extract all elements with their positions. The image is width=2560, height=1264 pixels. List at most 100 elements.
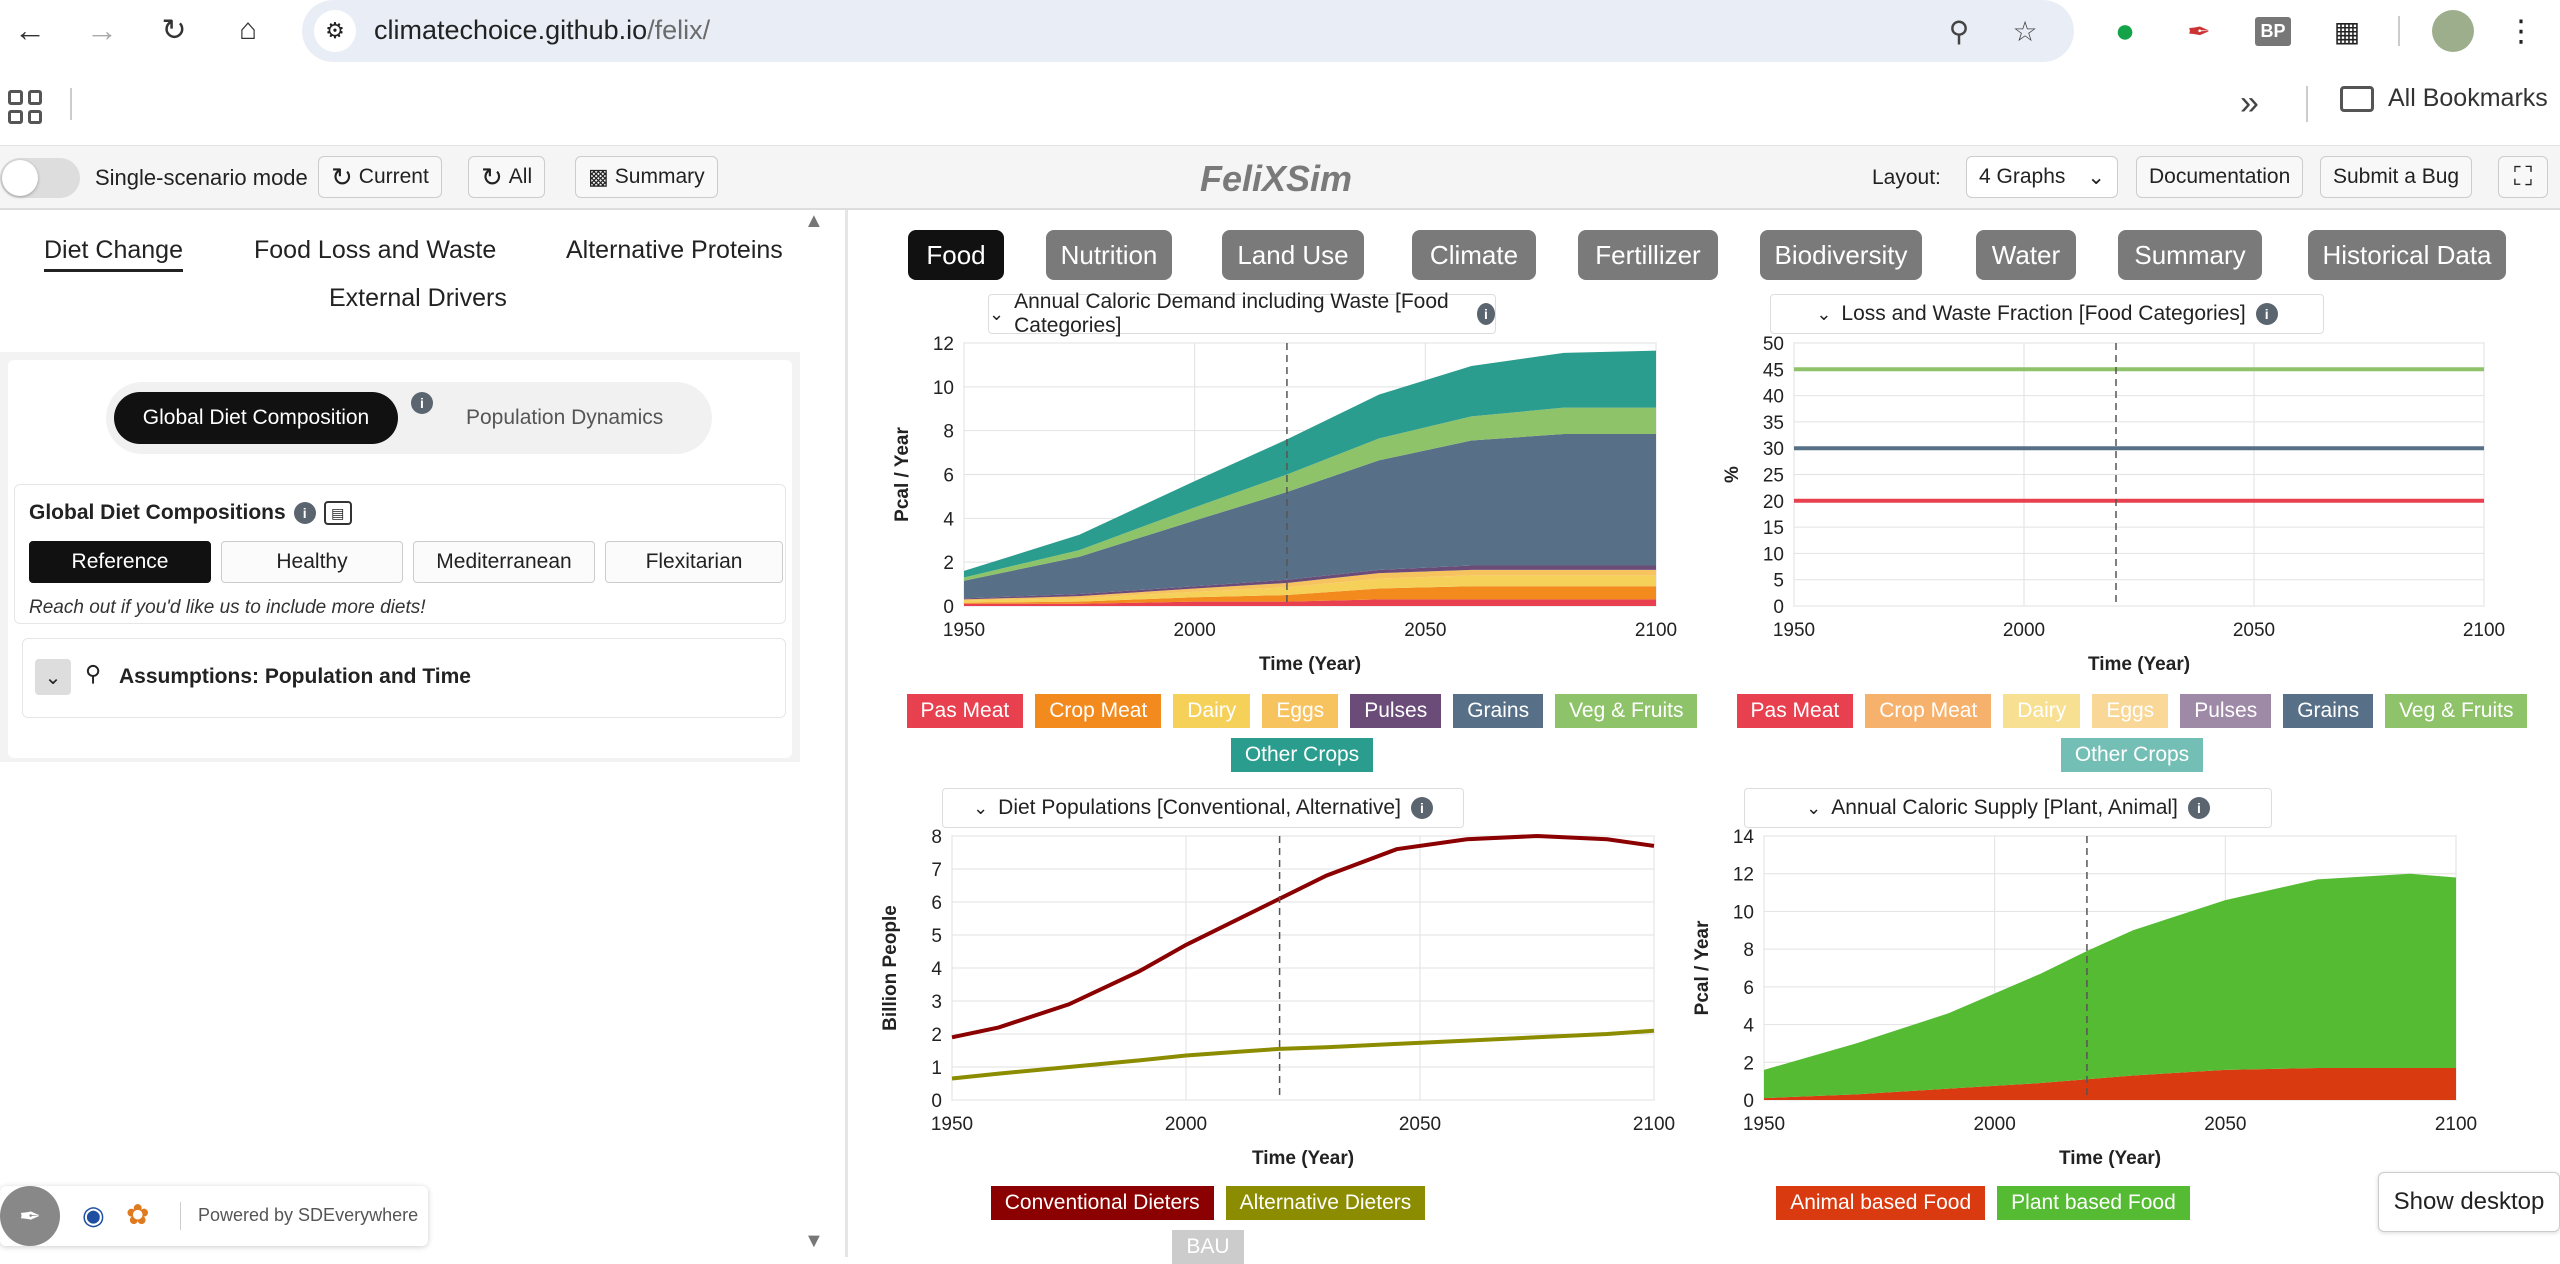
y-axis-label: Pcal / Year bbox=[892, 427, 913, 522]
legend-item[interactable]: Veg & Fruits bbox=[1555, 694, 1698, 728]
legend-item[interactable]: Pulses bbox=[2180, 694, 2272, 728]
submit-bug-button[interactable]: Submit a Bug bbox=[2320, 156, 2473, 198]
seg-global-diet[interactable]: Global Diet Composition bbox=[114, 392, 398, 444]
tab-external-drivers[interactable]: External Drivers bbox=[329, 284, 507, 312]
y-tick-label: 25 bbox=[1763, 466, 1784, 487]
area-series bbox=[1764, 1067, 2456, 1100]
info-icon[interactable]: i bbox=[411, 392, 433, 414]
assumptions-accordion[interactable]: ⌄ ⚲ Assumptions: Population and Time bbox=[22, 638, 786, 718]
legend-item[interactable]: Veg & Fruits bbox=[2385, 694, 2528, 728]
legend-item[interactable]: Crop Meat bbox=[1865, 694, 1992, 728]
tab-water[interactable]: Water bbox=[1976, 230, 2076, 280]
profile-avatar[interactable] bbox=[2432, 10, 2474, 52]
legend-item[interactable]: BAU bbox=[1172, 1230, 1244, 1264]
bp-extension-icon[interactable]: BP bbox=[2252, 10, 2294, 52]
tab-summary[interactable]: Summary bbox=[2118, 230, 2262, 280]
legend-item[interactable]: Pas Meat bbox=[906, 694, 1024, 728]
scroll-down-arrow[interactable]: ▼ bbox=[804, 1230, 824, 1252]
segmented-control: Global Diet Composition i Population Dyn… bbox=[106, 382, 712, 454]
legend-item[interactable]: Grains bbox=[2283, 694, 2374, 728]
legend-item[interactable]: Grains bbox=[1453, 694, 1544, 728]
y-tick-label: 15 bbox=[1763, 518, 1784, 539]
graph-4-header[interactable]: ⌄ Annual Caloric Supply [Plant, Animal] … bbox=[1744, 788, 2272, 828]
x-tick-label: 2000 bbox=[1174, 620, 1216, 641]
reset-all-button[interactable]: ↻ All bbox=[468, 156, 546, 198]
graph-3-header[interactable]: ⌄ Diet Populations [Conventional, Altern… bbox=[942, 788, 1464, 828]
info-icon[interactable]: i bbox=[2187, 797, 2210, 819]
info-icon[interactable]: i bbox=[1476, 303, 1495, 325]
graph-1-header[interactable]: ⌄ Annual Caloric Demand including Waste … bbox=[988, 290, 1496, 337]
legend-item[interactable]: Dairy bbox=[2003, 694, 2081, 728]
legend-item[interactable]: Crop Meat bbox=[1035, 694, 1162, 728]
legend-item[interactable]: Other Crops bbox=[2060, 738, 2204, 772]
fullscreen-button[interactable]: ⛶ bbox=[2498, 156, 2548, 198]
tab-fertillizer[interactable]: Fertillizer bbox=[1578, 230, 1718, 280]
diet-healthy-button[interactable]: Healthy bbox=[221, 541, 403, 583]
site-settings-icon[interactable]: ⚙ bbox=[314, 10, 356, 52]
address-bar[interactable]: ⚙ climatechoice.github.io/felix/ ⚲ ☆ bbox=[302, 0, 2074, 62]
tab-food-loss-waste[interactable]: Food Loss and Waste bbox=[254, 236, 497, 264]
legend-item[interactable]: Animal based Food bbox=[1776, 1186, 1986, 1220]
fullscreen-icon: ⛶ bbox=[2513, 161, 2533, 191]
summary-button[interactable]: ▩ Summary bbox=[575, 156, 718, 198]
scroll-up-arrow[interactable]: ▲ bbox=[804, 210, 824, 232]
legend-item[interactable]: Plant based Food bbox=[1997, 1186, 2190, 1220]
diet-reference-button[interactable]: Reference bbox=[29, 541, 211, 583]
star-icon[interactable]: ☆ bbox=[2012, 15, 2038, 47]
all-bookmarks-label: All Bookmarks bbox=[2388, 84, 2548, 112]
reload-icon[interactable]: ↻ bbox=[161, 13, 187, 47]
url-text[interactable]: climatechoice.github.io/felix/ bbox=[374, 15, 710, 46]
book-icon[interactable]: ▤ bbox=[323, 501, 352, 525]
zoom-icon[interactable]: ⚲ bbox=[1948, 15, 1970, 47]
forward-icon[interactable]: → bbox=[86, 11, 118, 48]
document-icon: ▩ bbox=[588, 164, 609, 189]
legend-item[interactable]: Eggs bbox=[1262, 694, 1339, 728]
legend-item[interactable]: Eggs bbox=[2092, 694, 2169, 728]
pen-icon[interactable]: ✒ bbox=[0, 1186, 60, 1246]
x-axis-label: Time (Year) bbox=[1252, 1148, 1354, 1169]
layout-select[interactable]: 4 Graphs ⌄ bbox=[1966, 156, 2118, 198]
powered-by-badge[interactable]: ✒ ◉ ✿ Powered by SDEverywhere bbox=[0, 1186, 428, 1246]
bookmarks-overflow-icon[interactable]: » bbox=[2240, 84, 2259, 122]
tab-biodiversity[interactable]: Biodiversity bbox=[1760, 230, 1922, 280]
reset-current-button[interactable]: ↻ Current bbox=[318, 156, 442, 198]
tab-diet-change[interactable]: Diet Change bbox=[44, 236, 183, 272]
grammarly-icon[interactable]: ● bbox=[2114, 11, 2136, 50]
tab-land-use[interactable]: Land Use bbox=[1222, 230, 1364, 280]
back-icon[interactable]: ← bbox=[14, 11, 46, 48]
single-scenario-toggle[interactable] bbox=[0, 158, 80, 198]
legend-item[interactable]: Other Crops bbox=[1230, 738, 1374, 772]
toggle-knob bbox=[2, 160, 38, 196]
y-tick-label: 10 bbox=[1763, 544, 1784, 565]
extensions-puzzle-icon[interactable]: ▦ bbox=[2333, 15, 2361, 47]
apps-grid-icon[interactable] bbox=[8, 90, 42, 124]
legend-item[interactable]: Alternative Dieters bbox=[1225, 1186, 1426, 1220]
tab-food[interactable]: Food bbox=[908, 230, 1004, 280]
menu-kebab-icon[interactable]: ⋮ bbox=[2506, 14, 2536, 48]
legend-item[interactable]: Conventional Dieters bbox=[990, 1186, 1214, 1220]
legend-item[interactable]: Pulses bbox=[1350, 694, 1442, 728]
tab-nutrition[interactable]: Nutrition bbox=[1046, 230, 1172, 280]
climate-logo-icon: ✿ bbox=[126, 1199, 150, 1230]
diet-flexitarian-button[interactable]: Flexitarian bbox=[605, 541, 783, 583]
home-icon[interactable]: ⌂ bbox=[238, 13, 258, 46]
line-series bbox=[951, 1028, 1655, 1081]
y-axis-label: Billion People bbox=[880, 905, 901, 1031]
info-icon[interactable]: i bbox=[1410, 797, 1433, 819]
y-axis-label: Pcal / Year bbox=[1692, 920, 1713, 1015]
tab-alternative-proteins[interactable]: Alternative Proteins bbox=[566, 236, 783, 264]
all-bookmarks-button[interactable]: All Bookmarks bbox=[2340, 84, 2548, 113]
graph-2-header[interactable]: ⌄ Loss and Waste Fraction [Food Categori… bbox=[1770, 294, 2324, 334]
info-icon[interactable]: i bbox=[2255, 303, 2278, 325]
info-icon[interactable]: i bbox=[293, 502, 316, 524]
legend-item[interactable]: Dairy bbox=[1173, 694, 1251, 728]
documentation-button[interactable]: Documentation bbox=[2136, 156, 2304, 198]
chevron-down-icon[interactable]: ⌄ bbox=[35, 659, 71, 695]
tab-climate[interactable]: Climate bbox=[1412, 230, 1536, 280]
seg-population-dynamics[interactable]: Population Dynamics bbox=[466, 406, 664, 429]
iiasa-logo-icon: ◉ bbox=[82, 1200, 105, 1230]
pen-extension-icon[interactable]: ✒ bbox=[2187, 15, 2211, 47]
tab-historical-data[interactable]: Historical Data bbox=[2308, 230, 2506, 280]
diet-mediterranean-button[interactable]: Mediterranean bbox=[413, 541, 595, 583]
legend-item[interactable]: Pas Meat bbox=[1736, 694, 1854, 728]
